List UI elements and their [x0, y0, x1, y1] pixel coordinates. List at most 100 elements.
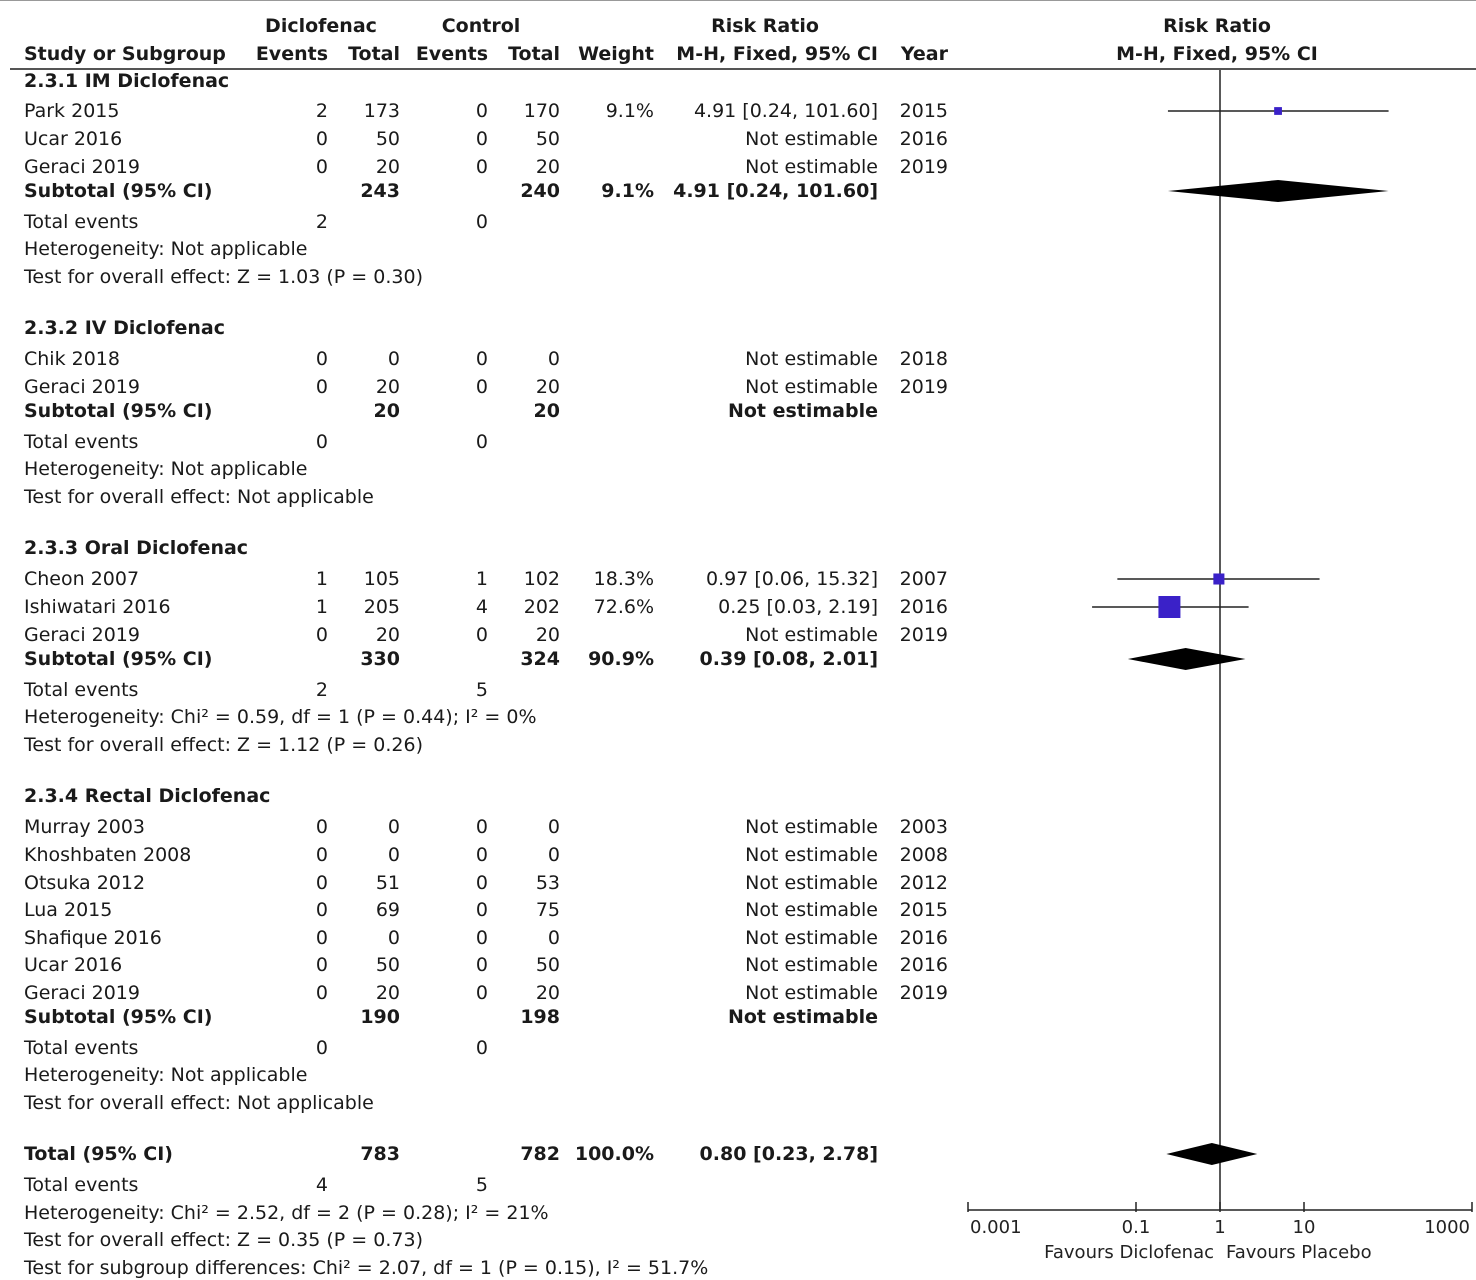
study-row-label: Chik 2018: [24, 348, 120, 370]
subtotal-row-n1: 20: [373, 400, 400, 422]
study-row-year: 2019: [899, 982, 948, 1004]
total-events-row-label: Total events: [24, 1174, 139, 1196]
study-row-n2: 0: [547, 927, 560, 949]
study-row-e1: 0: [315, 844, 328, 866]
statistics-note-label: Heterogeneity: Chi² = 0.59, df = 1 (P = …: [24, 706, 537, 728]
study-row-n2: 102: [523, 568, 560, 590]
study-row-e1: 1: [315, 568, 328, 590]
study-row-year: 2018: [899, 348, 948, 370]
subtotal-row-n1: 243: [360, 180, 400, 202]
favours-right-label: Favours Placebo: [1226, 1242, 1372, 1263]
study-row-label: Cheon 2007: [24, 568, 140, 590]
subtotal-row-n2: 240: [520, 180, 560, 202]
study-row-n2: 170: [523, 100, 560, 122]
subgroup-heading-label: 2.3.4 Rectal Diclofenac: [24, 785, 271, 807]
plot-title: Risk Ratio: [1163, 15, 1271, 37]
study-row-e2: 0: [475, 844, 488, 866]
study-row-e1: 0: [315, 376, 328, 398]
statistics-note-label: Heterogeneity: Chi² = 2.52, df = 2 (P = …: [24, 1202, 549, 1224]
group1-header: Diclofenac: [265, 15, 377, 37]
study-row-n1: 50: [375, 128, 400, 150]
study-row-rr: Not estimable: [745, 348, 878, 370]
study-effect-box: [1213, 573, 1225, 585]
total-row-weight: 100.0%: [574, 1143, 654, 1165]
study-row-e1: 2: [315, 100, 328, 122]
subtotal-row-rr: 4.91 [0.24, 101.60]: [673, 180, 878, 202]
study-row-rr: Not estimable: [745, 624, 878, 646]
statistics-note-label: Test for overall effect: Not applicable: [24, 486, 374, 508]
subgroup-heading-label: 2.3.1 IM Diclofenac: [24, 70, 230, 92]
pooled-effect-diamond: [1127, 648, 1246, 670]
total-row-n1: 783: [360, 1143, 400, 1165]
statistics-note-label: Test for overall effect: Z = 1.03 (P = 0…: [24, 266, 423, 288]
subgroup-heading-label: 2.3.2 IV Diclofenac: [24, 317, 225, 339]
subtotal-row-n2: 324: [520, 648, 560, 670]
study-effect-box: [1274, 107, 1282, 115]
total-events-row-e1: 4: [315, 1174, 328, 1196]
x-tick-label: 0.1: [1122, 1217, 1151, 1238]
study-row-n1: 20: [375, 376, 400, 398]
study-row-label: Ishiwatari 2016: [24, 596, 171, 618]
study-row-n1: 105: [363, 568, 400, 590]
study-row-rr: 4.91 [0.24, 101.60]: [693, 100, 878, 122]
subtotal-row-label: Subtotal (95% CI): [24, 648, 213, 670]
study-row-n1: 50: [375, 954, 400, 976]
study-row-year: 2012: [899, 872, 948, 894]
total-events-row-label: Total events: [24, 211, 139, 233]
study-row-n2: 0: [547, 816, 560, 838]
study-row-label: Ucar 2016: [24, 954, 123, 976]
subtotal-row-n1: 190: [360, 1006, 400, 1028]
study-row-n2: 20: [535, 982, 560, 1004]
study-row-year: 2015: [899, 100, 948, 122]
study-row-e1: 0: [315, 156, 328, 178]
statistics-note-label: Test for overall effect: Z = 1.12 (P = 0…: [24, 734, 423, 756]
study-row-rr: Not estimable: [745, 982, 878, 1004]
study-row-n1: 69: [375, 899, 400, 921]
total-events-row-label: Total events: [24, 431, 139, 453]
study-row-label: Murray 2003: [24, 816, 146, 838]
subtotal-row-rr: Not estimable: [727, 400, 878, 422]
subtotal-row-rr: 0.39 [0.08, 2.01]: [699, 648, 878, 670]
total-row-rr: 0.80 [0.23, 2.78]: [699, 1143, 878, 1165]
study-row-rr: Not estimable: [745, 376, 878, 398]
study-row-n1: 20: [375, 624, 400, 646]
x-tick-label: 1: [1214, 1217, 1225, 1238]
study-row-rr: Not estimable: [745, 899, 878, 921]
total-events-row-e2: 0: [475, 211, 488, 233]
col-total2: Total: [508, 43, 560, 65]
subtotal-row-n2: 20: [533, 400, 560, 422]
study-row-n2: 20: [535, 624, 560, 646]
study-row-rr: Not estimable: [745, 927, 878, 949]
plot-method: M-H, Fixed, 95% CI: [1116, 43, 1318, 65]
study-row-label: Otsuka 2012: [24, 872, 146, 894]
statistics-note-label: Test for subgroup differences: Chi² = 2.…: [24, 1257, 709, 1279]
study-row-label: Lua 2015: [24, 899, 113, 921]
study-row-label: Khoshbaten 2008: [24, 844, 192, 866]
study-row-label: Park 2015: [24, 100, 120, 122]
col-study: Study or Subgroup: [24, 43, 226, 65]
total-row-n2: 782: [520, 1143, 560, 1165]
study-row-n2: 50: [535, 954, 560, 976]
study-row-e1: 0: [315, 954, 328, 976]
statistics-note-label: Test for overall effect: Not applicable: [24, 1092, 374, 1114]
subgroup-heading-label: 2.3.3 Oral Diclofenac: [24, 537, 249, 559]
study-row-label: Geraci 2019: [24, 376, 140, 398]
study-row-weight: 9.1%: [605, 100, 654, 122]
study-row-n2: 0: [547, 348, 560, 370]
study-row-year: 2016: [899, 954, 948, 976]
col-events2: Events: [415, 43, 488, 65]
study-row-n2: 75: [535, 899, 560, 921]
study-row-n1: 0: [387, 927, 400, 949]
total-events-row-e2: 0: [475, 431, 488, 453]
total-events-row-e2: 5: [475, 1174, 488, 1196]
study-row-e2: 0: [475, 100, 488, 122]
study-row-e1: 0: [315, 899, 328, 921]
study-row-e2: 1: [475, 568, 488, 590]
study-row-n2: 53: [535, 872, 560, 894]
statistics-note-label: Heterogeneity: Not applicable: [24, 458, 308, 480]
study-row-n2: 20: [535, 156, 560, 178]
subtotal-row-weight: 90.9%: [588, 648, 654, 670]
group2-header: Control: [441, 15, 521, 37]
study-row-e1: 0: [315, 816, 328, 838]
study-row-e2: 0: [475, 376, 488, 398]
